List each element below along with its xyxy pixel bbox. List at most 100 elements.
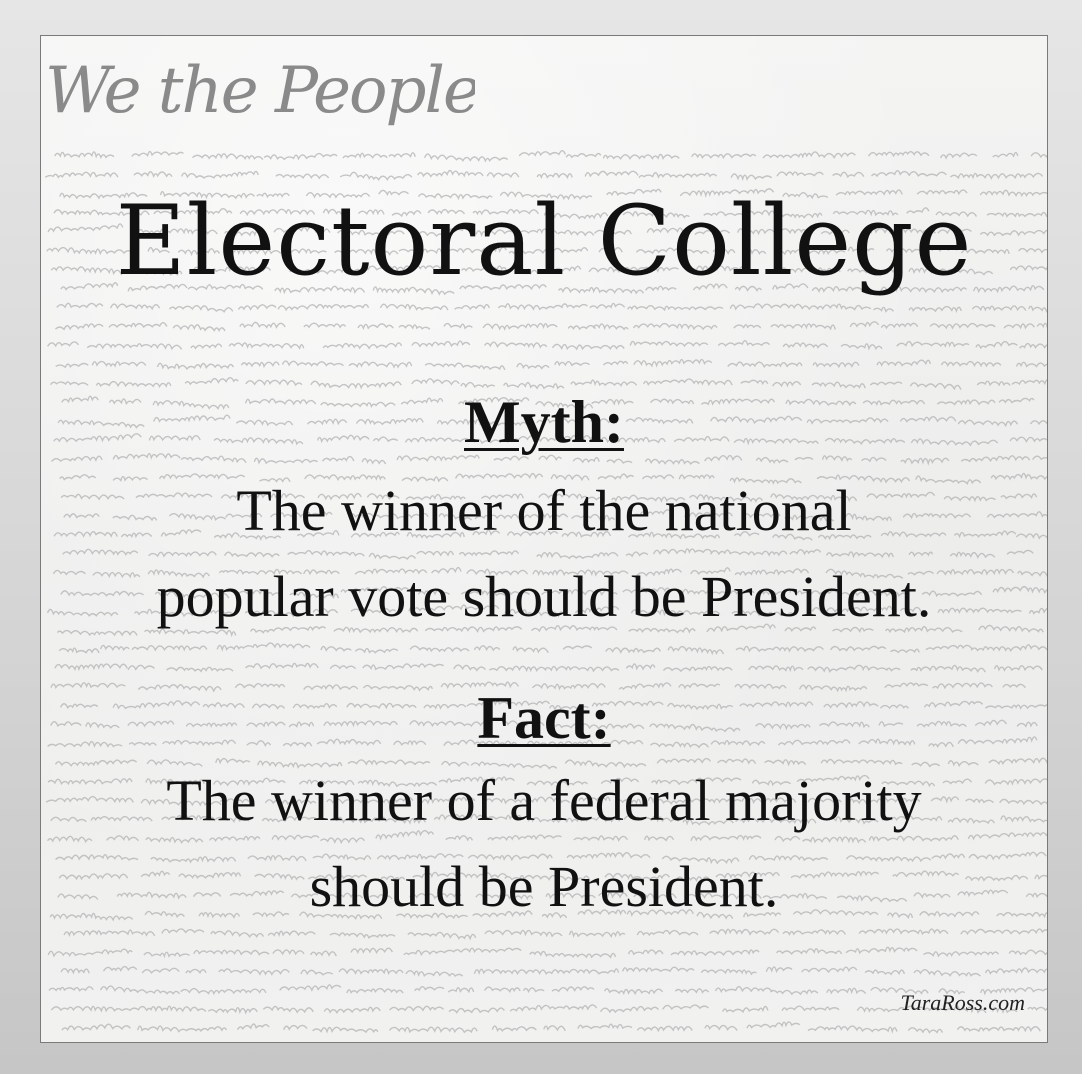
script-stroke bbox=[135, 492, 213, 499]
script-stroke bbox=[235, 419, 294, 427]
script-stroke bbox=[757, 590, 786, 596]
script-stroke bbox=[642, 378, 733, 387]
script-stroke bbox=[1032, 455, 1047, 461]
script-stroke bbox=[347, 512, 429, 520]
script-stroke bbox=[46, 835, 93, 844]
script-stroke bbox=[47, 778, 112, 786]
script-stroke bbox=[881, 814, 943, 822]
script-stroke bbox=[121, 1005, 207, 1013]
script-stroke bbox=[821, 455, 853, 462]
script-stroke bbox=[772, 283, 809, 290]
script-stroke bbox=[180, 455, 247, 464]
script-stroke bbox=[910, 664, 986, 674]
script-stroke bbox=[1034, 874, 1047, 880]
script-stroke bbox=[340, 586, 410, 594]
script-stroke bbox=[766, 266, 841, 274]
script-stroke bbox=[228, 342, 305, 351]
script-stroke bbox=[148, 435, 201, 442]
script-stroke bbox=[267, 930, 316, 938]
script-stroke bbox=[1011, 379, 1047, 386]
script-stroke bbox=[59, 474, 97, 481]
myth-heading: Myth: bbox=[41, 388, 1047, 456]
script-stroke bbox=[782, 191, 829, 200]
script-stroke bbox=[816, 474, 911, 484]
script-stroke bbox=[832, 171, 865, 179]
script-stroke bbox=[602, 153, 680, 160]
script-stroke bbox=[835, 189, 903, 196]
script-stroke bbox=[379, 303, 449, 311]
script-stroke bbox=[785, 398, 857, 407]
script-stroke bbox=[372, 286, 455, 296]
script-stroke bbox=[502, 720, 545, 727]
script-stroke bbox=[606, 458, 633, 464]
script-stroke bbox=[646, 227, 684, 234]
script-stroke bbox=[166, 666, 234, 673]
script-stroke bbox=[578, 796, 611, 802]
script-stroke bbox=[486, 172, 520, 179]
script-stroke bbox=[137, 1025, 228, 1033]
script-stroke bbox=[985, 703, 1047, 710]
script-stroke bbox=[213, 777, 286, 787]
script-stroke bbox=[884, 682, 929, 689]
script-stroke bbox=[504, 874, 591, 882]
script-stroke bbox=[493, 455, 530, 462]
script-stroke bbox=[676, 876, 711, 883]
script-stroke bbox=[733, 324, 762, 329]
script-stroke bbox=[645, 285, 677, 292]
script-stroke bbox=[417, 169, 484, 178]
script-stroke bbox=[460, 381, 496, 389]
script-stroke bbox=[190, 343, 223, 350]
script-stroke bbox=[298, 779, 355, 786]
script-stroke bbox=[960, 455, 1031, 463]
script-stroke bbox=[1009, 436, 1047, 443]
script-stroke bbox=[1019, 342, 1047, 350]
script-stroke bbox=[251, 703, 286, 710]
script-stroke bbox=[700, 398, 776, 406]
script-stroke bbox=[240, 361, 280, 369]
script-stroke bbox=[252, 911, 290, 918]
script-stroke bbox=[947, 817, 995, 825]
script-stroke bbox=[598, 246, 623, 253]
script-stroke bbox=[957, 419, 1019, 428]
script-stroke bbox=[398, 247, 483, 255]
script-stroke bbox=[380, 875, 406, 882]
script-stroke bbox=[424, 362, 506, 371]
script-stroke bbox=[290, 248, 327, 255]
script-stroke bbox=[915, 475, 982, 486]
script-stroke bbox=[247, 855, 307, 862]
script-stroke bbox=[376, 853, 464, 861]
script-stroke bbox=[600, 739, 644, 746]
script-stroke bbox=[391, 210, 422, 218]
script-stroke bbox=[60, 967, 90, 975]
script-stroke bbox=[85, 722, 120, 729]
script-stroke bbox=[727, 361, 803, 369]
script-stroke bbox=[58, 647, 100, 654]
script-stroke bbox=[112, 514, 158, 522]
script-stroke bbox=[334, 248, 399, 256]
script-stroke bbox=[734, 568, 810, 577]
script-stroke bbox=[636, 568, 682, 577]
script-stroke bbox=[999, 798, 1047, 806]
script-stroke bbox=[638, 172, 718, 179]
script-stroke bbox=[543, 211, 609, 220]
script-stroke bbox=[350, 947, 394, 955]
script-stroke bbox=[729, 477, 802, 485]
script-stroke bbox=[348, 361, 413, 369]
script-stroke bbox=[908, 267, 994, 276]
script-stroke bbox=[770, 323, 836, 331]
script-stroke bbox=[661, 855, 740, 865]
script-stroke bbox=[362, 663, 445, 671]
script-stroke bbox=[845, 946, 918, 955]
script-stroke bbox=[245, 379, 303, 387]
script-stroke bbox=[974, 719, 1008, 727]
script-stroke bbox=[806, 417, 889, 425]
we-the-people-logo: We the People bbox=[45, 54, 475, 128]
script-stroke bbox=[916, 189, 968, 196]
script-stroke bbox=[618, 682, 672, 691]
script-stroke bbox=[112, 700, 201, 710]
script-stroke bbox=[131, 645, 208, 652]
script-stroke bbox=[355, 417, 424, 426]
script-stroke bbox=[354, 647, 399, 654]
script-stroke bbox=[960, 248, 1010, 255]
script-stroke bbox=[896, 340, 970, 348]
